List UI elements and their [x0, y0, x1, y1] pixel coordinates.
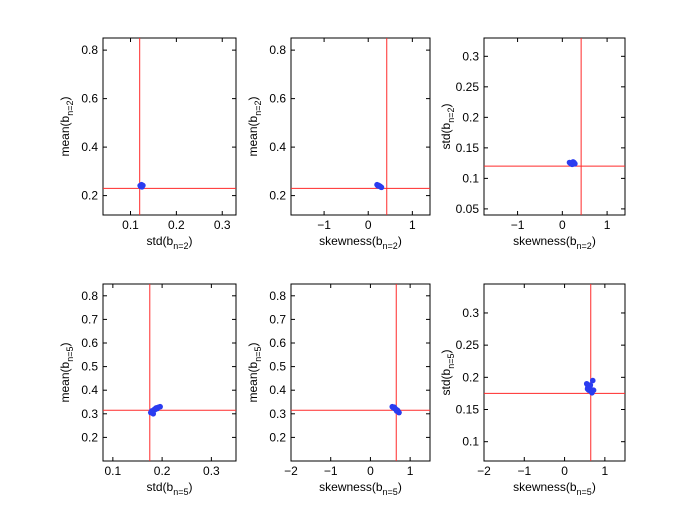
- y-tick-label: 0.5: [81, 360, 98, 374]
- y-tick-label: 0.15: [456, 141, 480, 155]
- x-tick-label: −1: [317, 218, 331, 232]
- x-tick-label: 0: [365, 218, 372, 232]
- x-tick-label: −1: [324, 464, 338, 478]
- y-tick-label: 0.2: [81, 430, 98, 444]
- data-point: [589, 377, 596, 384]
- y-tick-label: 0.2: [81, 189, 98, 203]
- data-point: [376, 183, 383, 189]
- y-tick-label: 0.6: [269, 92, 286, 106]
- x-tick-label: 0.3: [203, 464, 220, 478]
- y-tick-label: 0.4: [81, 383, 98, 397]
- x-tick-label: 0.2: [168, 218, 185, 232]
- axes-frame: [290, 283, 431, 462]
- y-tick-label: 0.3: [462, 306, 479, 320]
- y-tick-label: 0.2: [269, 430, 286, 444]
- data-point: [393, 408, 400, 414]
- data-point: [154, 404, 161, 411]
- subplot-2: −1 0 1 0.2 0.4 0.6 0.8 skewness(bn=2) mean(bn=2): [246, 37, 431, 251]
- y-tick-label: 0.7: [269, 312, 286, 326]
- axes-frame: [483, 283, 626, 462]
- x-axis-label: skewness(bn=5): [513, 480, 596, 497]
- data-point: [148, 408, 155, 414]
- y-tick-label: 0.3: [81, 407, 98, 421]
- subplot-6: −2 −1 0 1 0.1 0.15 0.2 0.25 0.3 skewness(bn=5) std…: [439, 283, 626, 497]
- data-point: [138, 183, 145, 189]
- y-tick-label: 0.25: [456, 80, 480, 94]
- y-tick-label: 0.4: [269, 383, 286, 397]
- y-tick-label: 0.3: [269, 407, 286, 421]
- y-axis-label: std(bn=5): [439, 350, 456, 396]
- y-tick-label: 0.1: [462, 435, 479, 449]
- y-tick-label: 0.8: [269, 289, 286, 303]
- y-axis-label: mean(bn=5): [246, 343, 263, 403]
- y-axis-label: mean(bn=5): [58, 343, 75, 403]
- y-tick-label: 0.5: [269, 360, 286, 374]
- axes-frame: [483, 37, 626, 216]
- y-tick-label: 0.8: [269, 43, 286, 57]
- y-tick-label: 0.8: [81, 43, 98, 57]
- x-tick-label: −2: [477, 464, 491, 478]
- axes-frame: [102, 283, 237, 462]
- x-tick-label: −1: [517, 464, 531, 478]
- y-axis-label: mean(bn=2): [58, 97, 75, 157]
- x-tick-label: 1: [409, 218, 416, 232]
- x-tick-label: −1: [511, 218, 525, 232]
- y-tick-label: 0.15: [456, 403, 480, 417]
- x-axis-label: skewness(bn=2): [513, 234, 596, 251]
- data-point: [587, 383, 593, 390]
- x-axis-label: skewness(bn=2): [319, 234, 402, 251]
- subplot-3: −1 0 1 0.05 0.1 0.15 0.2 0.25 0.3 skewness(bn=2) s…: [439, 37, 626, 251]
- x-axis-label: std(bn=2): [147, 234, 193, 251]
- x-tick-label: 0: [559, 218, 566, 232]
- y-tick-label: 0.8: [81, 289, 98, 303]
- x-axis-label: skewness(bn=5): [319, 480, 402, 497]
- x-tick-label: 0: [367, 464, 374, 478]
- y-tick-label: 0.4: [269, 140, 286, 154]
- data-point: [589, 388, 596, 394]
- y-axis-label: std(bn=2): [439, 104, 456, 150]
- y-tick-label: 0.2: [269, 189, 286, 203]
- x-tick-label: 1: [602, 464, 609, 478]
- subplot-4: 0.1 0.2 0.3 0.2 0.3 0.4 0.5 0.6 0.7 0.8 std(bn=5) m…: [58, 283, 237, 497]
- x-tick-label: 0: [561, 464, 568, 478]
- x-tick-label: 0.2: [154, 464, 171, 478]
- y-tick-label: 0.05: [456, 202, 480, 216]
- data-point: [568, 160, 574, 167]
- axes-frame: [102, 37, 237, 216]
- y-tick-label: 0.3: [462, 49, 479, 63]
- subplot-1: 0.1 0.2 0.3 0.2 0.4 0.6 0.8 std(bn=2) mean(bn=2): [58, 37, 237, 251]
- x-tick-label: 0.1: [105, 464, 122, 478]
- x-tick-label: 0.3: [214, 218, 231, 232]
- y-tick-label: 0.1: [462, 171, 479, 185]
- y-tick-label: 0.4: [81, 140, 98, 154]
- x-tick-label: 1: [604, 218, 611, 232]
- x-tick-label: 0.1: [122, 218, 139, 232]
- y-axis-label: mean(bn=2): [246, 97, 263, 157]
- subplot-5: −2 −1 0 1 0.2 0.3 0.4 0.5 0.6 0.7 0.8 skewness(bn=5…: [246, 283, 431, 497]
- y-tick-label: 0.7: [81, 312, 98, 326]
- x-tick-label: 1: [407, 464, 414, 478]
- y-tick-label: 0.6: [269, 336, 286, 350]
- x-axis-label: std(bn=5): [147, 480, 193, 497]
- y-tick-label: 0.6: [81, 92, 98, 106]
- x-tick-label: −2: [284, 464, 298, 478]
- y-tick-label: 0.2: [462, 370, 479, 384]
- y-tick-label: 0.25: [456, 338, 480, 352]
- y-tick-label: 0.6: [81, 336, 98, 350]
- axes-frame: [290, 37, 431, 216]
- y-tick-label: 0.2: [462, 110, 479, 124]
